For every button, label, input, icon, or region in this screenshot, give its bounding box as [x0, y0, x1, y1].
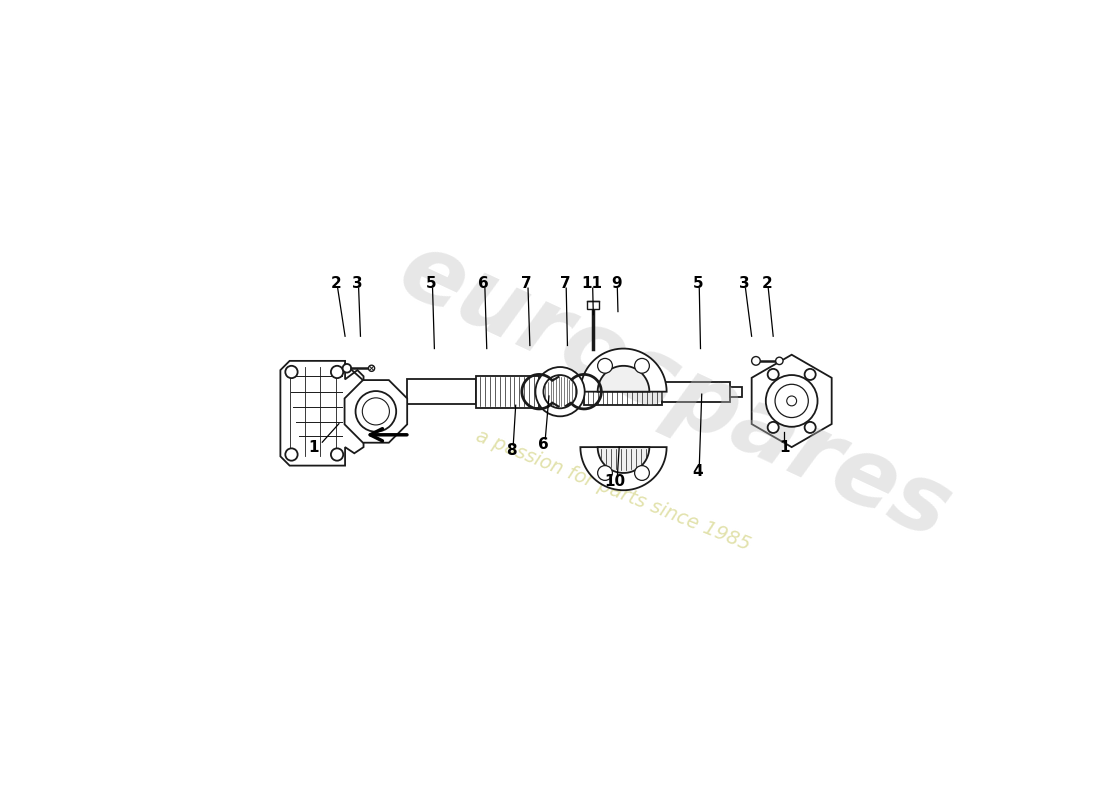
Circle shape [768, 369, 779, 380]
Text: 9: 9 [610, 276, 621, 291]
Circle shape [786, 396, 796, 406]
Circle shape [804, 422, 816, 433]
Bar [730, 386, 743, 397]
Polygon shape [597, 447, 649, 473]
Circle shape [536, 367, 585, 416]
Polygon shape [751, 354, 832, 447]
Text: 8: 8 [506, 442, 517, 458]
Circle shape [355, 391, 396, 432]
Circle shape [766, 375, 817, 426]
Bar [407, 379, 476, 404]
Text: 4: 4 [693, 464, 703, 479]
Text: 2: 2 [761, 276, 772, 291]
Text: 1: 1 [779, 440, 790, 454]
Text: 5: 5 [426, 276, 437, 291]
Circle shape [635, 466, 649, 480]
Circle shape [776, 384, 808, 418]
Text: 7: 7 [560, 276, 570, 291]
Circle shape [285, 448, 298, 461]
Bar [662, 382, 730, 402]
Circle shape [751, 357, 760, 365]
Text: 2: 2 [330, 276, 341, 291]
Circle shape [635, 358, 649, 373]
Bar [587, 301, 600, 309]
Circle shape [543, 375, 576, 408]
Text: 5: 5 [693, 276, 703, 291]
Text: 3: 3 [739, 276, 749, 291]
Circle shape [362, 398, 389, 425]
Text: 6: 6 [538, 437, 549, 451]
Circle shape [597, 358, 613, 373]
Circle shape [804, 369, 816, 380]
Text: 3: 3 [352, 276, 363, 291]
Circle shape [342, 364, 351, 373]
Circle shape [331, 366, 343, 378]
Bar [584, 378, 662, 406]
Text: 1: 1 [308, 440, 319, 454]
Text: 11: 11 [581, 276, 602, 291]
Polygon shape [581, 447, 667, 490]
Circle shape [331, 448, 343, 461]
Polygon shape [344, 380, 407, 442]
Circle shape [597, 466, 613, 480]
Text: eurospares: eurospares [384, 224, 965, 560]
Circle shape [768, 422, 779, 433]
Polygon shape [597, 366, 649, 392]
Bar [476, 376, 539, 408]
Circle shape [285, 366, 298, 378]
Text: a passion for parts since 1985: a passion for parts since 1985 [473, 426, 754, 554]
Circle shape [368, 365, 375, 371]
Text: 6: 6 [478, 276, 490, 291]
Text: 7: 7 [521, 276, 532, 291]
Polygon shape [581, 349, 667, 392]
Polygon shape [280, 361, 363, 466]
Circle shape [776, 357, 783, 365]
Text: 10: 10 [604, 474, 626, 489]
